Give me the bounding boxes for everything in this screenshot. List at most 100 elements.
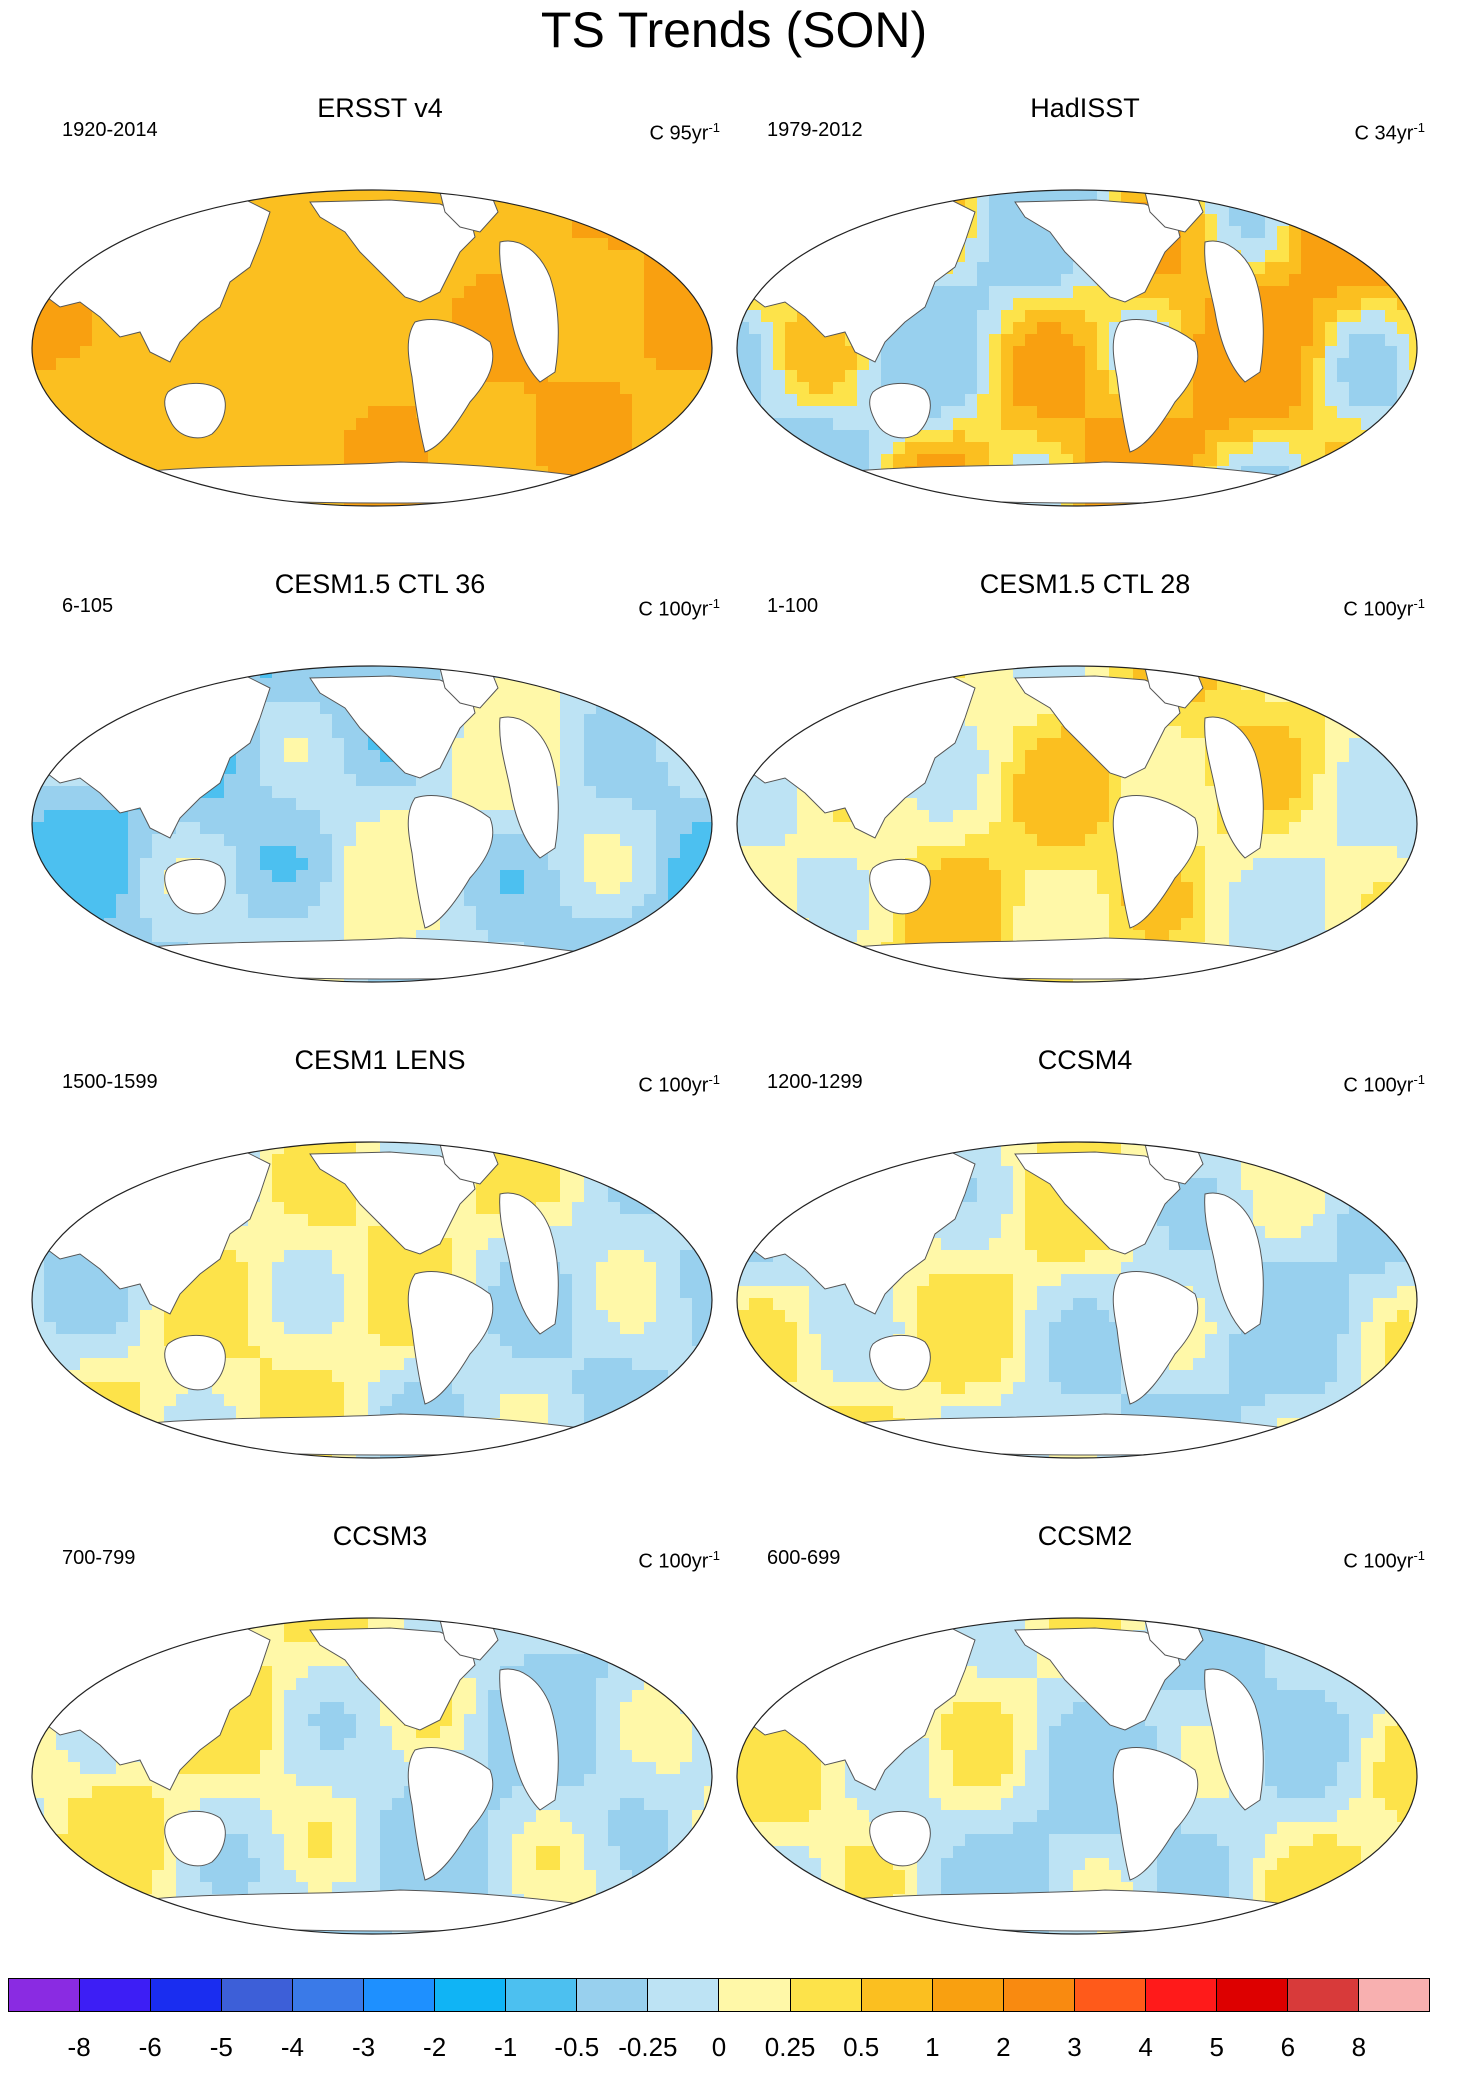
map-frame: [31, 1617, 713, 1935]
sst-trend-field: [32, 666, 712, 982]
map-panel-ccsm4: CCSM4 1200-1299 C 100yr-1: [725, 1044, 1445, 1514]
colorbar-tick-label: 0.5: [843, 2032, 880, 2062]
land-mass: [407, 1747, 494, 1881]
panel-period: 700-799: [62, 1547, 136, 1569]
land-mass: [164, 383, 226, 439]
colorbar-tick-label: -0.5: [554, 2032, 600, 2062]
sst-trend-field: [737, 666, 1417, 982]
panel-title: HadISST: [1030, 93, 1140, 123]
colorbar-tick-label: -6: [138, 2032, 162, 2062]
colorbar: [8, 1978, 1430, 2012]
colorbar-tick-label: 0.25: [764, 2032, 816, 2062]
world-map: [31, 189, 713, 507]
panel-period: 600-699: [767, 1547, 841, 1569]
land-mass: [869, 1335, 931, 1391]
land-mass: [407, 1271, 494, 1405]
colorbar-tick-label: 3: [1067, 2032, 1082, 2062]
sst-trend-field: [32, 190, 712, 506]
map-frame: [736, 1617, 1418, 1935]
land-mass: [139, 1413, 621, 1456]
map-panel-ersst-v4: ERSST v4 1920-2014 C 95yr-1: [20, 92, 740, 562]
colorbar-swatch: [80, 1979, 152, 2011]
panel-period: 1979-2012: [767, 119, 863, 141]
land-mass: [1112, 319, 1199, 453]
land-mass: [869, 859, 931, 915]
map-panel-hadisst: HadISST 1979-2012 C 34yr-1: [725, 92, 1445, 562]
land-mass: [869, 1811, 931, 1867]
panel-units: C 100yr-1: [638, 1548, 720, 1573]
sst-trend-field: [737, 1142, 1417, 1458]
panel-period: 1200-1299: [767, 1071, 863, 1093]
land-mass: [139, 937, 621, 980]
colorbar-tick-label: -0.25: [618, 2032, 678, 2062]
colorbar-tick-label: 8: [1351, 2032, 1367, 2062]
land-mass: [164, 1811, 226, 1867]
colorbar-tick-label: 2: [996, 2032, 1011, 2062]
colorbar-swatch: [435, 1979, 507, 2011]
colorbar-swatch: [293, 1979, 365, 2011]
land-mass: [407, 319, 494, 453]
panel-units: C 100yr-1: [638, 596, 720, 621]
panel-title: CCSM2: [1037, 1521, 1133, 1551]
map-frame: [31, 665, 713, 983]
land-mass: [1112, 1271, 1199, 1405]
colorbar-swatch: [577, 1979, 649, 2011]
colorbar-labels: -8 -6 -5 -4 -3 -2 -1 -0.5 -0.25 0 0.25 0.5 1 2 3 4 5 6 8: [0, 2030, 1468, 2070]
panel-units: C 34yr-1: [1354, 120, 1425, 145]
colorbar-swatch: [1287, 1979, 1359, 2011]
world-map: [736, 189, 1418, 507]
colorbar-swatch: [506, 1979, 578, 2011]
panel-period: 6-105: [62, 595, 114, 617]
land-mass: [1204, 1192, 1264, 1335]
sst-trend-field: [737, 190, 1417, 506]
land-mass: [844, 461, 1326, 504]
colorbar-tick-label: -8: [67, 2032, 91, 2062]
panel-units: C 100yr-1: [1343, 1548, 1425, 1573]
colorbar-swatch: [790, 1979, 862, 2011]
land-mass: [1204, 1668, 1264, 1811]
land-mass: [1112, 1747, 1199, 1881]
colorbar-tick-label: -4: [280, 2032, 304, 2062]
map-frame: [736, 665, 1418, 983]
colorbar-swatch: [861, 1979, 933, 2011]
land-mass: [499, 1668, 559, 1811]
land-mass: [499, 240, 559, 383]
panel-title: CCSM3: [332, 1521, 428, 1551]
land-mass: [1204, 240, 1264, 383]
land-mass: [869, 383, 931, 439]
land-mass: [139, 1889, 621, 1932]
land-mass: [844, 1889, 1326, 1932]
land-mass: [139, 461, 621, 504]
land-mass: [844, 1413, 1326, 1456]
colorbar-tick-label: -3: [351, 2032, 376, 2062]
panel-title: ERSST v4: [317, 93, 443, 123]
panel-title: CESM1.5 CTL 36: [274, 569, 486, 599]
colorbar-tick-label: -1: [494, 2032, 518, 2062]
colorbar-tick-label: -2: [423, 2032, 447, 2062]
colorbar-tick-label: 4: [1138, 2032, 1153, 2062]
colorbar-tick-label: -5: [209, 2032, 233, 2062]
colorbar-swatch: [648, 1979, 720, 2011]
land-mass: [1112, 795, 1199, 929]
colorbar-swatch: [151, 1979, 223, 2011]
colorbar-swatch: [1216, 1979, 1288, 2011]
world-map: [31, 1617, 713, 1935]
sst-trend-field: [32, 1142, 712, 1458]
land-mass: [499, 716, 559, 859]
panel-title: CCSM4: [1037, 1045, 1133, 1075]
land-mass: [844, 937, 1326, 980]
colorbar-swatch: [364, 1979, 436, 2011]
figure-title: TS Trends (SON): [540, 2, 928, 58]
map-frame: [31, 1141, 713, 1459]
sst-trend-field: [32, 1618, 712, 1934]
colorbar-swatch: [1074, 1979, 1146, 2011]
land-mass: [164, 859, 226, 915]
map-panel-cesm15-ctl36: CESM1.5 CTL 36 6-105 C 100yr-1: [20, 568, 740, 1038]
world-map: [736, 1141, 1418, 1459]
panel-period: 1500-1599: [62, 1071, 158, 1093]
map-frame: [31, 189, 713, 507]
map-frame: [736, 189, 1418, 507]
land-mass: [164, 1335, 226, 1391]
colorbar-swatch: [222, 1979, 294, 2011]
world-map: [31, 1141, 713, 1459]
